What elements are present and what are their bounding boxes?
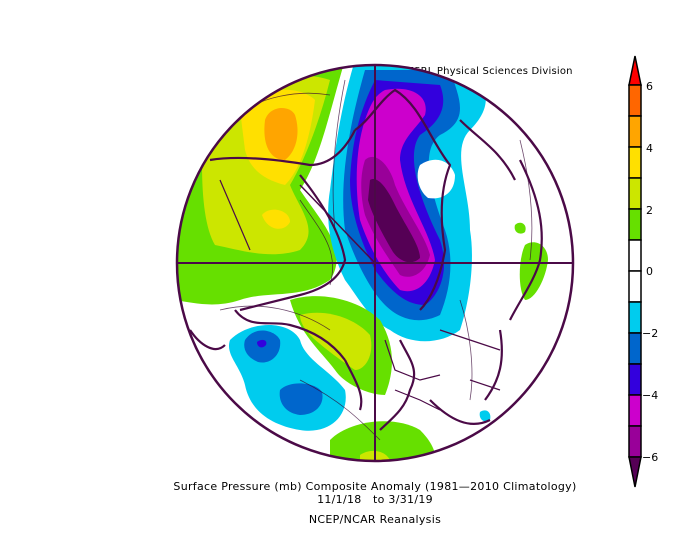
colorbar-tick: 4: [646, 142, 653, 155]
colorbar-tick: 0: [646, 265, 653, 278]
credit-label: NOAA/ESRL Physical Sciences Division: [374, 66, 573, 77]
map-boundary: [175, 63, 575, 463]
chart-title: Surface Pressure (mb) Composite Anomaly …: [173, 480, 577, 493]
chart-date-range: 11/1/18 to 3/31/19: [317, 493, 433, 506]
colorbar-upper-extend: [628, 55, 642, 86]
colorbar-lower-extend: [628, 456, 642, 488]
colorbar-tick: 6: [646, 80, 653, 93]
anomaly-field: [177, 65, 573, 461]
colorbar-tick: −4: [642, 389, 659, 402]
colorbar-tick: 2: [646, 204, 653, 217]
colorbar-tick: −2: [642, 327, 659, 340]
chart-source: NCEP/NCAR Reanalysis: [308, 513, 442, 526]
colorbar-tick: −6: [642, 451, 659, 464]
